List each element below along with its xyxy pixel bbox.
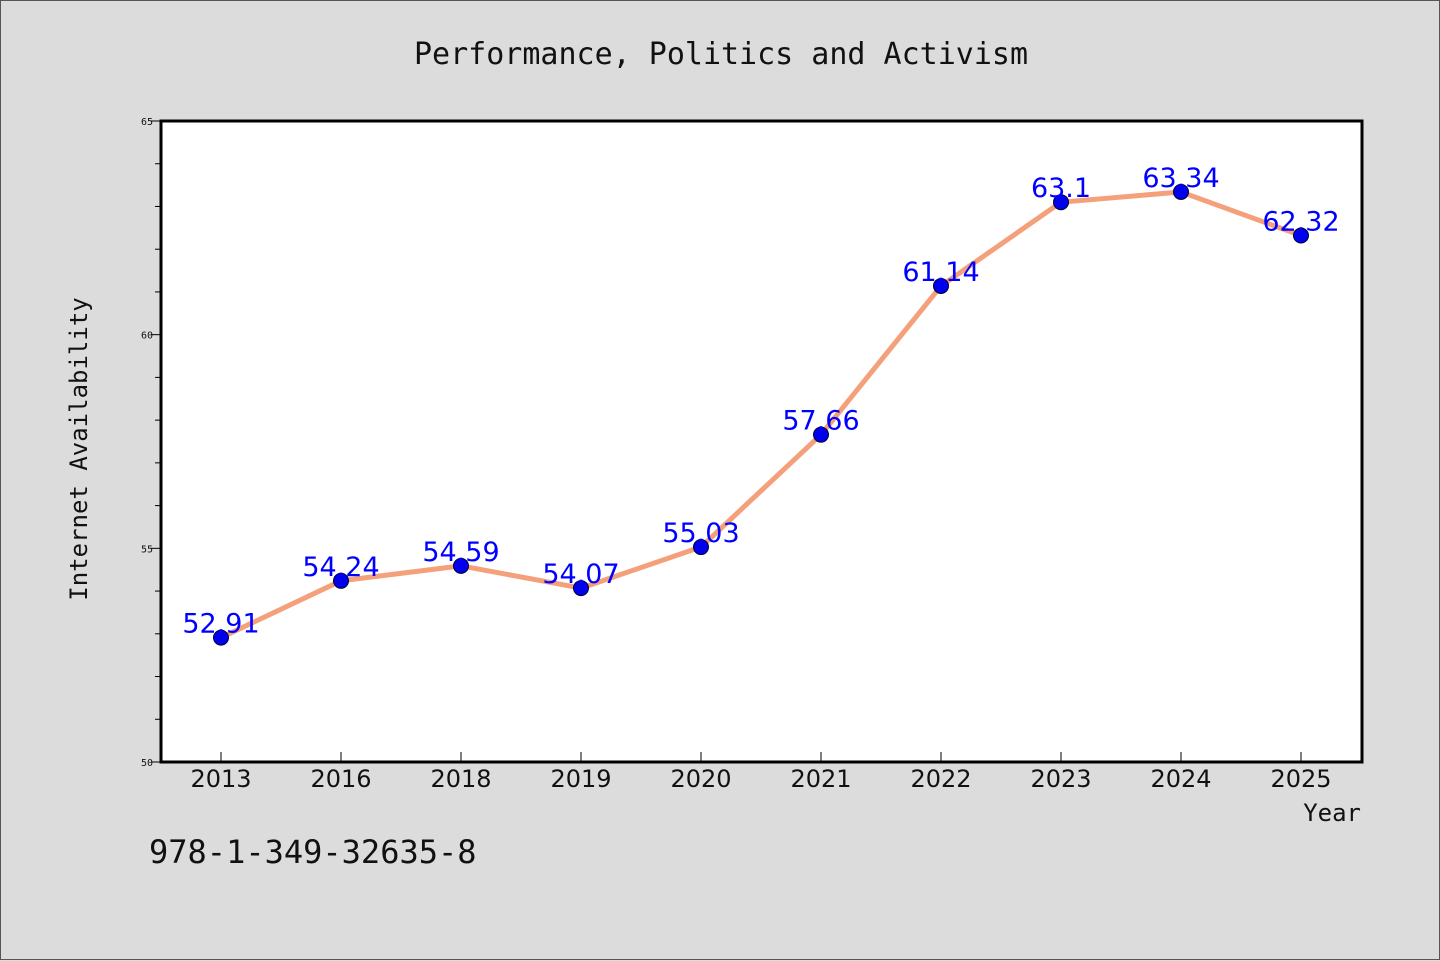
y-tick-label: 60 [141, 331, 153, 342]
data-label: 54.59 [422, 537, 499, 568]
data-label: 54.07 [542, 559, 619, 590]
data-label: 55.03 [662, 518, 739, 549]
y-tick-label: 55 [141, 544, 153, 555]
x-tick-label: 2022 [910, 765, 971, 793]
data-point [573, 580, 589, 597]
data-point [333, 572, 349, 589]
isbn-text: 978-1-349-32635-8 [149, 833, 477, 871]
x-tick-label: 2024 [1150, 765, 1211, 793]
data-label: 52.91 [182, 609, 259, 640]
x-axis-ticks: 2013 2016 2018 2019 2020 2021 2022 2023 2024 2025 [190, 752, 1332, 793]
x-tick-label: 2019 [550, 765, 611, 793]
data-labels: 52.91 54.24 54.59 54.07 55.03 57.66 61.14 63.1 6… [182, 163, 1339, 640]
series-line [218, 189, 1304, 641]
data-point [813, 426, 829, 443]
x-tick-label: 2020 [670, 765, 731, 793]
data-point [1173, 183, 1189, 200]
data-point [693, 539, 709, 556]
x-axis-label: Year [1303, 799, 1361, 827]
data-label: 62.32 [1262, 207, 1339, 238]
y-axis-label: Internet Availability [65, 297, 93, 600]
x-tick-label: 2021 [790, 765, 851, 793]
data-label: 61.14 [902, 257, 979, 288]
x-tick-label: 2016 [310, 765, 371, 793]
data-point [213, 629, 229, 646]
data-points [213, 183, 1309, 646]
chart-title: Performance, Politics and Activism [414, 37, 1028, 72]
data-label: 63.1 [1031, 173, 1091, 204]
data-label: 63.34 [1142, 163, 1219, 194]
y-tick-label: 50 [141, 758, 153, 769]
data-point [1053, 194, 1069, 211]
y-tick-label: 65 [141, 117, 153, 128]
data-label: 54.24 [302, 552, 379, 583]
x-tick-label: 2018 [430, 765, 491, 793]
x-tick-label: 2023 [1030, 765, 1091, 793]
x-tick-label: 2013 [190, 765, 251, 793]
data-point [453, 557, 469, 574]
plot-area [159, 119, 1364, 764]
data-label: 57.66 [782, 406, 859, 437]
x-tick-label: 2025 [1270, 765, 1331, 793]
y-axis-ticks: 50 55 60 65 [141, 117, 161, 769]
data-point [1293, 227, 1309, 244]
data-point [933, 277, 949, 294]
